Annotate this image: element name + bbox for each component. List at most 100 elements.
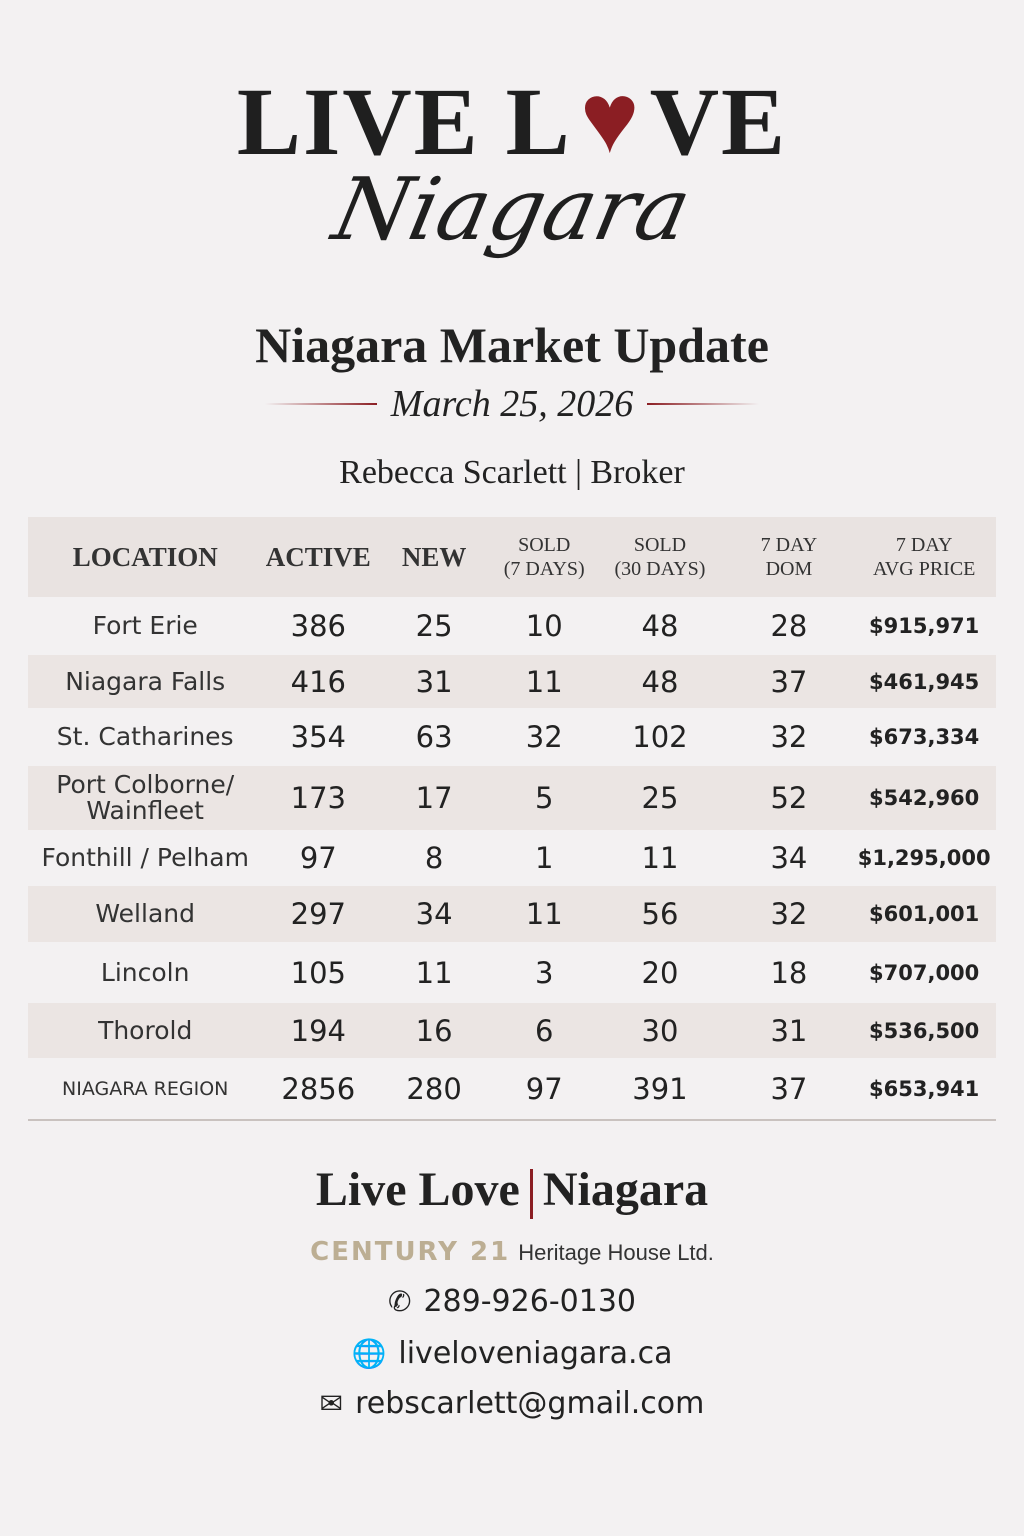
- value-cell: 105: [290, 955, 346, 990]
- value-cell: 31: [374, 655, 495, 708]
- location-cell: Thorold: [28, 1003, 263, 1058]
- phone-number[interactable]: 289-926-0130: [423, 1284, 636, 1319]
- value-cell: $536,500: [852, 1003, 996, 1058]
- value-cell: 386: [290, 609, 346, 643]
- logo-niagara-script: Niagara: [324, 160, 699, 260]
- value-cell: $542,960: [852, 766, 996, 830]
- page-title: Niagara Market Update: [255, 317, 769, 373]
- table-row: Fonthill / Pelham 97 8 1 11 34 $1,295,000: [28, 830, 996, 886]
- value-cell: 48: [594, 655, 726, 708]
- value-cell: 32: [725, 886, 853, 942]
- value-cell: 11: [494, 655, 595, 708]
- table-row: NIAGARA REGION 2856 280 97 391 37 $653,941: [28, 1058, 996, 1121]
- divider: [264, 403, 377, 405]
- divider: [529, 1168, 533, 1219]
- table-row: Fort Erie 386 25 10 48 28 $915,971: [28, 597, 996, 655]
- value-cell: 2856: [262, 1058, 375, 1121]
- value-cell: 11: [494, 886, 595, 942]
- value-cell: 11: [415, 955, 453, 990]
- table-row: Welland 297 34 11 56 32 $601,001: [28, 886, 996, 942]
- market-table: LOCATION ACTIVE NEW SOLD (7 DAYS) SOLD (30 DAY…: [28, 517, 996, 1121]
- website-row[interactable]: 🌐 liveloveniagara.ca: [0, 1336, 1024, 1371]
- header-label: SOLD: [518, 534, 571, 556]
- value-cell: 37: [725, 655, 853, 708]
- table-row: St. Catharines 354 63 32 102 32 $673,334: [28, 708, 996, 766]
- logo-text: LIVE L: [236, 68, 572, 175]
- value-cell: 30: [594, 1003, 726, 1058]
- value-cell: 11: [641, 841, 679, 875]
- broker-name: Rebecca Scarlett | Broker: [339, 454, 685, 491]
- location-cell: Niagara Falls: [28, 655, 263, 708]
- value-cell: 194: [262, 1003, 375, 1058]
- value-cell: $915,971: [869, 614, 980, 638]
- location-cell: NIAGARA REGION: [28, 1058, 263, 1121]
- heart-icon: ♥: [580, 63, 642, 174]
- value-cell: 32: [525, 720, 563, 754]
- location-cell: Welland: [28, 886, 263, 942]
- value-cell: 31: [725, 1003, 853, 1058]
- value-cell: 16: [374, 1003, 495, 1058]
- value-cell: 97: [494, 1058, 595, 1121]
- logo-live-love: LIVE L♥VE: [0, 63, 1024, 174]
- website-link[interactable]: liveloveniagara.ca: [398, 1336, 673, 1371]
- value-cell: 8: [424, 841, 444, 875]
- value-cell: 280: [374, 1058, 495, 1121]
- location-cell: Fort Erie: [92, 611, 198, 640]
- value-cell: 5: [494, 766, 595, 830]
- column-header: SOLD (7 DAYS): [494, 517, 595, 597]
- value-cell: $707,000: [869, 960, 980, 985]
- table-row: Port Colborne/Wainfleet 173 17 5 25 52 $542,96…: [28, 766, 996, 830]
- column-header: ACTIVE: [262, 517, 375, 597]
- column-header: NEW: [374, 517, 495, 597]
- header-label: LOCATION: [72, 542, 218, 572]
- header-label: DOM: [765, 558, 813, 580]
- value-cell: 416: [262, 655, 375, 708]
- value-cell: 48: [641, 609, 679, 643]
- value-cell: 28: [770, 609, 808, 643]
- value-cell: 6: [494, 1003, 595, 1058]
- value-cell: 173: [262, 766, 375, 830]
- header-label: NEW: [401, 542, 467, 572]
- value-cell: 25: [415, 609, 453, 643]
- date-row: March 25, 2026: [0, 382, 1024, 426]
- location-cell: Fonthill / Pelham: [41, 843, 249, 872]
- header-label: (30 DAYS): [614, 558, 706, 580]
- brokerage: CENTURY 21 Heritage House Ltd.: [0, 1236, 1024, 1267]
- table-row: Lincoln 105 11 3 20 18 $707,000: [28, 942, 996, 1003]
- brand-left: Live Love: [315, 1163, 520, 1216]
- header-label: 7 DAY: [895, 534, 953, 556]
- globe-icon: 🌐: [351, 1337, 387, 1370]
- header-label: AVG PRICE: [872, 558, 976, 580]
- value-cell: $653,941: [852, 1058, 996, 1121]
- value-cell: 1: [534, 841, 554, 875]
- value-cell: 102: [632, 720, 688, 754]
- update-date: March 25, 2026: [390, 383, 634, 425]
- value-cell: 3: [534, 955, 554, 990]
- location-cell: St. Catharines: [56, 722, 234, 751]
- value-cell: $673,334: [869, 725, 980, 749]
- email-link[interactable]: rebscarlett@gmail.com: [355, 1386, 705, 1421]
- value-cell: 52: [725, 766, 853, 830]
- phone-row[interactable]: ✆ 289-926-0130: [0, 1284, 1024, 1319]
- table-row: Niagara Falls 416 31 11 48 37 $461,945: [28, 655, 996, 708]
- value-cell: 20: [641, 955, 679, 990]
- column-header: LOCATION: [28, 517, 263, 597]
- header-label: ACTIVE: [265, 542, 371, 572]
- email-row[interactable]: ✉ rebscarlett@gmail.com: [0, 1386, 1024, 1421]
- value-cell: 56: [594, 886, 726, 942]
- value-cell: 34: [374, 886, 495, 942]
- value-cell: 25: [594, 766, 726, 830]
- column-header: 7 DAY AVG PRICE: [852, 517, 996, 597]
- envelope-icon: ✉: [319, 1387, 344, 1420]
- company-logo: CENTURY 21: [310, 1237, 511, 1267]
- header-label: SOLD: [633, 534, 687, 556]
- value-cell: 17: [374, 766, 495, 830]
- divider: [647, 403, 760, 405]
- value-cell: 63: [415, 720, 453, 754]
- table-row: Thorold 194 16 6 30 31 $536,500: [28, 1003, 996, 1058]
- value-cell: $601,001: [852, 886, 996, 942]
- value-cell: 10: [525, 609, 563, 643]
- value-cell: 354: [290, 720, 346, 754]
- column-header: 7 DAY DOM: [725, 517, 853, 597]
- value-cell: 18: [770, 955, 808, 990]
